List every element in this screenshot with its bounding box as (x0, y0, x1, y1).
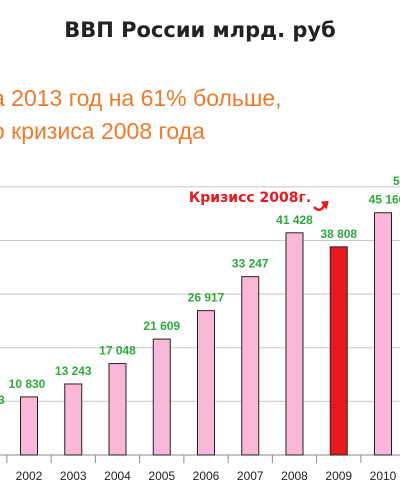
chart-title: ВВП России млрд. руб (64, 18, 336, 42)
bar-2006 (197, 310, 215, 456)
crisis-label: Кризисс 2008г. (189, 190, 311, 206)
partial-value-label-left: 3 (0, 393, 5, 407)
bar-2005 (152, 338, 171, 456)
x-tick-label-2006: 2006 (193, 469, 220, 483)
bar-2002 (20, 396, 38, 456)
partial-value-label-right: 5 (393, 174, 400, 188)
value-label-2006: 26 917 (188, 291, 225, 305)
bar-2003 (64, 383, 83, 456)
bar-2010 (374, 212, 392, 456)
value-label-2005: 21 609 (143, 319, 180, 333)
bar-2008 (285, 232, 304, 456)
x-tick-label-2007: 2007 (237, 469, 264, 483)
crisis-arrow-head-icon (320, 200, 329, 210)
x-axis-ticks: 2002 2003 2004 2005 2006 2007 2008 2009 2010 (6, 455, 397, 483)
x-tick-label-2005: 2005 (148, 469, 175, 483)
value-label-2009: 38 808 (320, 227, 357, 241)
value-labels: 10 830 13 243 17 048 21 609 26 917 33 247 41 4… (9, 193, 400, 391)
value-label-2010: 45 166 (369, 193, 400, 207)
bar-2009 (329, 246, 348, 456)
annotation-line-1: а 2013 год на 61% больше, (0, 85, 282, 111)
value-label-2004: 17 048 (99, 344, 136, 358)
x-tick-label-2003: 2003 (60, 469, 87, 483)
bars (20, 212, 392, 456)
value-label-2002: 10 830 (9, 377, 46, 391)
annotation-line-2: о кризиса 2008 года (0, 118, 205, 144)
value-label-2007: 33 247 (232, 257, 269, 271)
x-tick-label-2004: 2004 (104, 469, 131, 483)
x-tick-label-2010: 2010 (370, 469, 397, 483)
x-tick-label-2008: 2008 (281, 469, 308, 483)
value-label-2003: 13 243 (55, 364, 92, 378)
bar-2004 (108, 363, 127, 456)
x-tick-label-2009: 2009 (325, 469, 352, 483)
bar-2007 (241, 276, 260, 456)
x-tick-label-2002: 2002 (16, 469, 43, 483)
value-label-2008: 41 428 (276, 213, 313, 227)
